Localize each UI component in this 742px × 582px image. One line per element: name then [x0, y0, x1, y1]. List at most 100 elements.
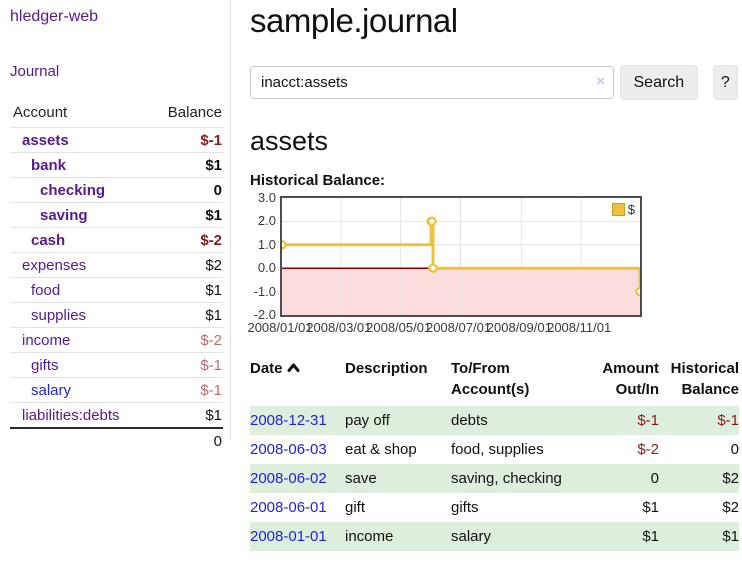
header-amount: Amount Out/In: [602, 360, 659, 398]
transaction-historical: 0: [730, 441, 739, 458]
register-row[interactable]: 2008-12-31 pay off debts $-1 $-1: [250, 406, 739, 435]
register-row[interactable]: 2008-06-02 save saving, checking 0 $2: [250, 464, 739, 493]
account-link-assets[interactable]: assets: [22, 131, 69, 149]
chart-label: Historical Balance:: [250, 172, 386, 189]
account-balance: $1: [149, 152, 223, 178]
historical-balance-chart: $ 3.0 2.0 1.0 0.0 -1.0 -2.0 2008/01/01 2008/03/…: [247, 191, 650, 339]
legend-label: $: [627, 202, 635, 217]
transaction-historical: $-1: [717, 412, 739, 429]
accounts-header-balance: Balance: [167, 104, 222, 121]
register-row[interactable]: 2008-06-01 gift gifts $1 $2: [250, 493, 739, 522]
header-account: To/From Account(s): [451, 360, 530, 398]
account-balance: 0: [149, 177, 223, 203]
app-title-link[interactable]: hledger-web: [10, 8, 99, 25]
transaction-date-link[interactable]: 2008-06-03: [250, 441, 327, 458]
chart-plot-area: $: [280, 196, 642, 317]
account-link-salary[interactable]: salary: [31, 381, 72, 399]
transaction-date-link[interactable]: 2008-06-01: [250, 499, 327, 516]
transaction-description: income: [345, 528, 394, 545]
transaction-account: saving, checking: [451, 470, 562, 487]
account-heading: assets: [250, 126, 329, 156]
transaction-historical: $2: [722, 499, 739, 516]
account-link-income[interactable]: income: [22, 331, 71, 349]
account-balance: $-1: [149, 377, 223, 403]
help-button[interactable]: ?: [712, 65, 738, 100]
account-row: income $-2: [10, 327, 223, 353]
account-link-cash[interactable]: cash: [31, 231, 66, 249]
transaction-historical: $2: [722, 470, 739, 487]
page-title: sample.journal: [250, 2, 458, 39]
sort-ascending-icon: [287, 358, 300, 379]
accounts-table: Account Balance assets $-1 bank $1 check…: [10, 101, 223, 453]
account-row: bank $1: [10, 152, 223, 178]
search-form: × Search ?: [250, 65, 738, 100]
account-row: checking 0: [10, 177, 223, 203]
y-axis-tick-label: 1.0: [257, 236, 276, 252]
x-axis-tick-label: 2008/05/01: [366, 320, 432, 335]
account-link-liabilities-debts[interactable]: liabilities:debts: [22, 406, 120, 424]
y-axis-tick-label: 0.0: [257, 260, 276, 276]
y-axis-tick-label: 3.0: [257, 190, 276, 205]
search-input[interactable]: [250, 66, 614, 99]
accounts-header-row: Account Balance: [10, 101, 223, 128]
transaction-account: salary: [451, 528, 492, 545]
header-historical: Historical Balance: [670, 360, 739, 398]
transaction-date-link[interactable]: 2008-01-01: [250, 528, 327, 545]
transaction-amount: $1: [642, 499, 659, 516]
transaction-historical: $1: [722, 528, 739, 545]
accounts-header-account: Account: [13, 104, 68, 121]
clear-search-icon[interactable]: ×: [596, 73, 605, 90]
x-axis-tick-label: 2008/03/01: [306, 320, 372, 335]
y-axis-tick-label: -2.0: [253, 307, 276, 322]
register-header-row: Date Description To/From Account(s) Amou…: [250, 356, 739, 406]
transaction-date-link[interactable]: 2008-06-02: [250, 470, 327, 487]
account-row: cash $-2: [10, 227, 223, 253]
transaction-account: gifts: [451, 499, 479, 516]
transaction-amount: $-2: [637, 441, 659, 458]
account-balance: $1: [149, 402, 223, 428]
x-axis-tick-label: 2008/11/01: [547, 320, 612, 335]
account-row: saving $1: [10, 202, 223, 228]
account-balance: $-2: [149, 327, 223, 353]
account-balance: $-2: [149, 227, 223, 253]
transaction-amount: $1: [642, 528, 659, 545]
main-content: sample.journal × Search ? assets Histori…: [232, 0, 742, 551]
search-button[interactable]: Search: [620, 65, 698, 100]
account-balance: $1: [149, 202, 223, 228]
x-axis-tick-label: 2008/09/01: [486, 320, 552, 335]
x-axis-tick-label: 2008/07/01: [425, 320, 492, 335]
account-balance: $-1: [149, 352, 223, 378]
x-axis-tick-label: 2008/01/01: [247, 320, 313, 335]
account-link-saving[interactable]: saving: [40, 206, 88, 224]
account-link-checking[interactable]: checking: [40, 181, 106, 199]
accounts-total-row: 0: [10, 427, 223, 453]
account-row: supplies $1: [10, 302, 223, 328]
transaction-date-link[interactable]: 2008-12-31: [250, 412, 327, 429]
account-row: assets $-1: [10, 127, 223, 153]
chart-legend: $: [611, 202, 635, 217]
transaction-account: debts: [451, 412, 488, 429]
account-balance: $-1: [149, 127, 223, 153]
y-axis-tick-label: 2.0: [257, 213, 276, 229]
header-description: Description: [345, 360, 428, 377]
legend-swatch-icon: [611, 203, 625, 216]
nav-journal-link[interactable]: Journal: [10, 63, 60, 80]
transaction-description: save: [345, 470, 377, 487]
transaction-amount: 0: [650, 470, 659, 487]
transaction-account: food, supplies: [451, 441, 544, 458]
chart-canvas: [282, 198, 640, 315]
y-axis-tick-label: -1.0: [253, 283, 276, 299]
sidebar: hledger-web Journal Account Balance asse…: [0, 0, 231, 453]
account-balance: $1: [149, 277, 223, 303]
account-link-supplies[interactable]: supplies: [31, 306, 87, 324]
account-link-gifts[interactable]: gifts: [31, 356, 59, 374]
account-row: food $1: [10, 277, 223, 303]
account-link-food[interactable]: food: [31, 281, 61, 299]
register-row[interactable]: 2008-06-03 eat & shop food, supplies $-2…: [250, 435, 739, 464]
account-row: expenses $2: [10, 252, 223, 278]
account-link-expenses[interactable]: expenses: [22, 256, 87, 274]
register-row[interactable]: 2008-01-01 income salary $1 $1: [250, 522, 739, 551]
account-link-bank[interactable]: bank: [31, 156, 67, 174]
transaction-description: gift: [345, 499, 366, 516]
header-date[interactable]: Date: [250, 356, 345, 406]
